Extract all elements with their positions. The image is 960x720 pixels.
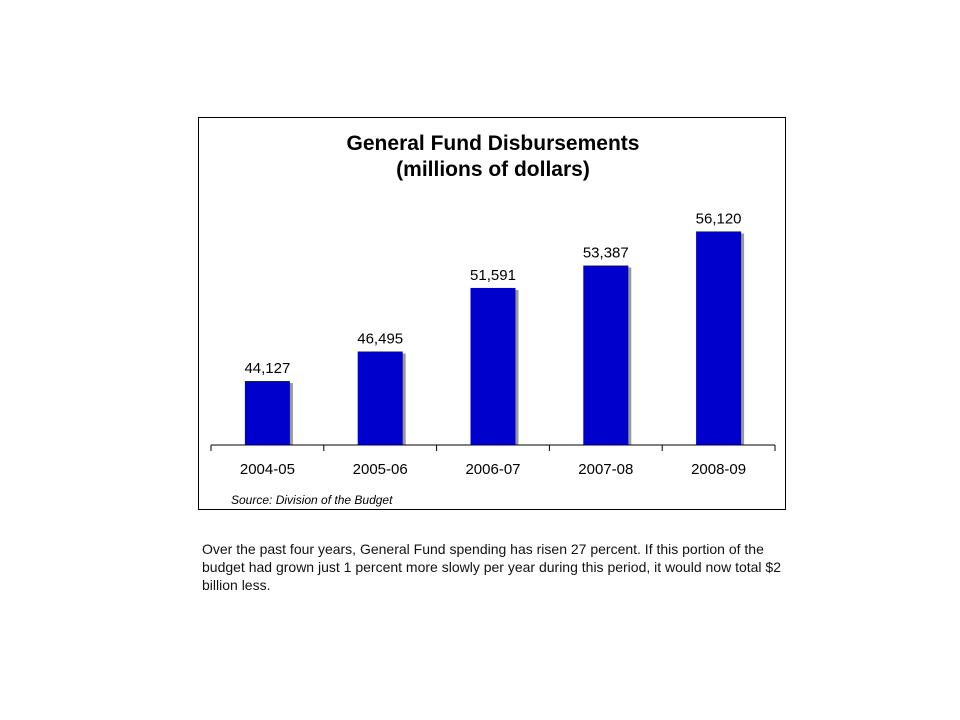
bar-chart: General Fund Disbursements (millions of … [210,132,776,507]
x-tick-label-2005-06: 2005-06 [353,461,408,478]
bar-2007-08 [583,265,629,445]
bar-2008-09 [696,231,742,445]
x-tick-label-2007-08: 2007-08 [578,461,633,478]
chart-title-line-2: (millions of dollars) [396,158,590,181]
data-label-2007-08: 53,387 [583,245,629,262]
source-note: Source: Division of the Budget [231,493,393,507]
data-label-2006-07: 51,591 [470,267,516,284]
caption-text: Over the past four years, General Fund s… [202,541,781,593]
chart-title-line-1: General Fund Disbursements [347,132,640,155]
x-tick-label-2008-09: 2008-09 [691,461,746,478]
data-label-2008-09: 56,120 [696,210,742,227]
data-label-2005-06: 46,495 [357,331,403,348]
x-tick-label-2006-07: 2006-07 [465,461,520,478]
data-label-2004-05: 44,127 [244,360,290,377]
x-tick-label-2004-05: 2004-05 [240,461,295,478]
chart-frame: General Fund Disbursements (millions of … [198,117,786,510]
bars-layer: 44,127 46,495 51,591 53,387 56,120 [244,210,745,445]
bar-2006-07 [470,287,516,445]
x-axis-ticks: 2004-05 2005-06 2006-07 2007-08 2008-09 [210,445,776,478]
bar-2004-05 [244,381,290,445]
bar-2005-06 [357,351,403,445]
